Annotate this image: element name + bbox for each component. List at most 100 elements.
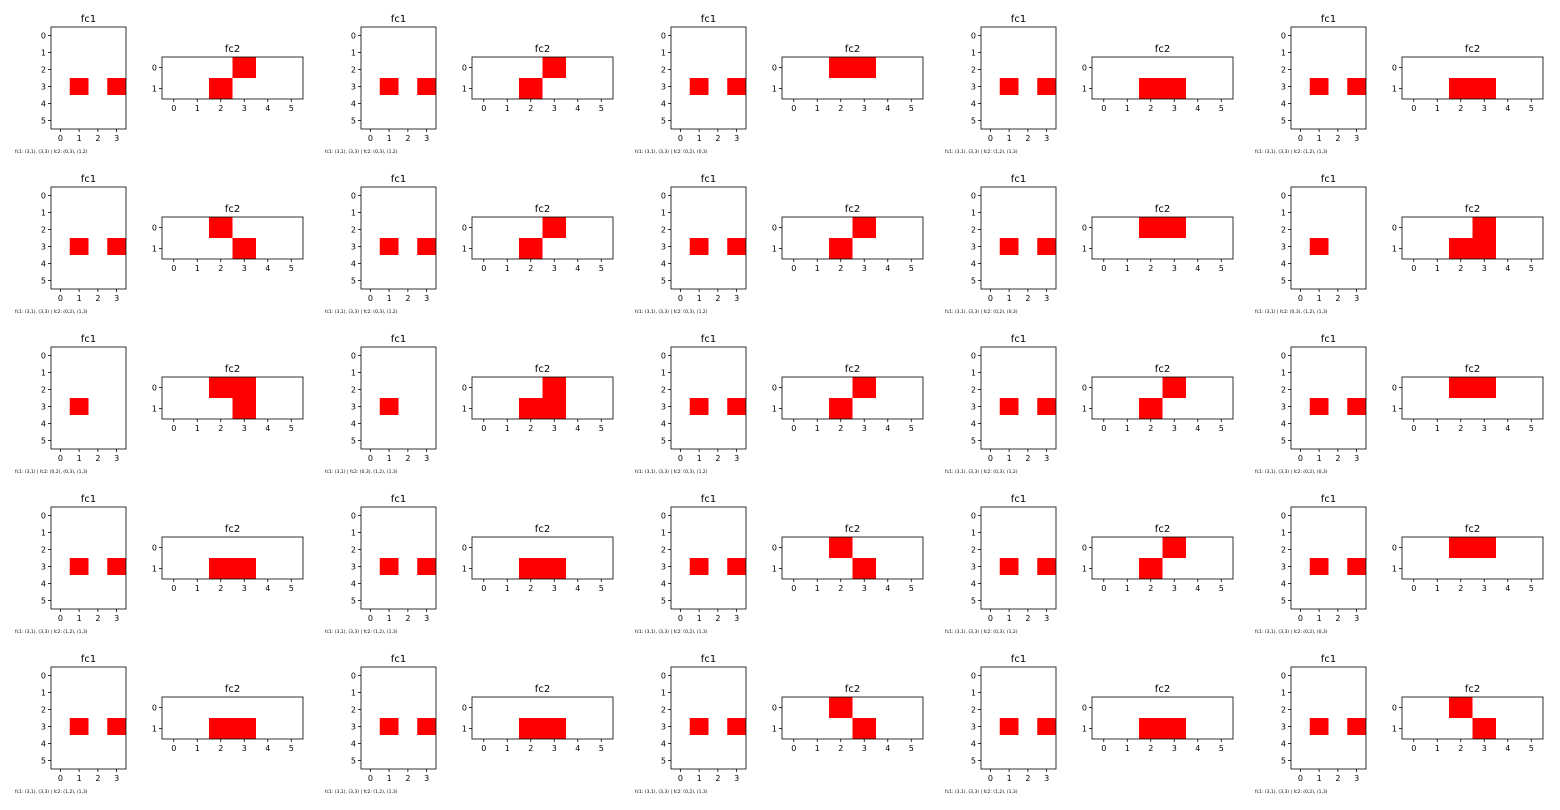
fc1-title: fc1 <box>81 654 96 665</box>
fc2-y-tick-label: 0 <box>462 224 467 233</box>
fc2-cell <box>209 377 233 398</box>
fc2-cell <box>209 217 233 238</box>
fc2-cell <box>1162 537 1186 558</box>
fc1-cell <box>379 558 399 575</box>
fc1-y-tick-label: 3 <box>1281 83 1286 92</box>
fc1-y-tick-label: 3 <box>661 723 666 732</box>
fc2-frame <box>781 536 924 580</box>
fc1-y-tick-label: 2 <box>661 226 666 235</box>
fc1-x-tick-label: 1 <box>77 614 82 623</box>
fc2-title: fc2 <box>845 364 860 375</box>
fc1-x-tick-label: 3 <box>1044 774 1049 783</box>
fc2-y-tick-label: 1 <box>462 245 467 254</box>
fc1-y-tick-label: 1 <box>351 369 356 378</box>
fc2-y-tick-label: 1 <box>152 725 157 734</box>
fc2-x-tick-label: 0 <box>481 424 486 433</box>
fc1-x-tick-label: 1 <box>1007 454 1012 463</box>
fc2-frame <box>471 56 614 100</box>
fc2-x-tick-label: 2 <box>528 424 533 433</box>
fc1-x-tick-label: 2 <box>1025 454 1030 463</box>
fc1-frame <box>50 186 127 290</box>
fc2-cell <box>542 377 566 398</box>
fc2-x-tick-label: 1 <box>505 424 510 433</box>
fc1-y-tick-label: 2 <box>661 66 666 75</box>
fc2-x-tick-label: 0 <box>1411 744 1416 753</box>
fc1-frame <box>980 346 1057 450</box>
fc2-title: fc2 <box>225 204 240 215</box>
fc2-x-tick-label: 2 <box>528 584 533 593</box>
fc2-x-tick-label: 0 <box>1101 744 1106 753</box>
fc2-x-tick-label: 5 <box>1529 264 1534 273</box>
fc2-title: fc2 <box>1155 364 1170 375</box>
fc1-cell <box>1309 558 1329 575</box>
fc2-title: fc2 <box>1155 44 1170 55</box>
fc1-y-tick-label: 0 <box>661 352 666 361</box>
panel-caption: fc1: (3,1), (3,3) | fc2: (0,2), (1,3) <box>635 789 708 795</box>
fc1-x-tick-label: 2 <box>405 294 410 303</box>
fc1-y-tick-label: 4 <box>41 100 46 109</box>
fc2-cell <box>1472 718 1496 739</box>
fc2-cell <box>1162 217 1186 238</box>
fc2-title: fc2 <box>1465 684 1480 695</box>
fc2-x-tick-label: 3 <box>862 104 867 113</box>
fc2-cell <box>1162 377 1186 398</box>
fc2-x-tick-label: 1 <box>1125 584 1130 593</box>
fc1-x-tick-label: 1 <box>387 774 392 783</box>
fc2-title: fc2 <box>1465 524 1480 535</box>
fc1-y-tick-label: 2 <box>351 386 356 395</box>
fc2-frame <box>1091 696 1234 740</box>
panel-caption: fc1: (3,1), (3,3) | fc2: (1,2), (1,3) <box>15 629 88 635</box>
fc1-frame <box>670 346 747 450</box>
panel-caption: fc1: (3,1), (3,3) | fc2: (0,3), (1,2) <box>635 309 708 315</box>
fc1-y-tick-label: 1 <box>971 529 976 538</box>
fc2-x-tick-label: 2 <box>1148 744 1153 753</box>
fc1-y-tick-label: 0 <box>971 352 976 361</box>
fc1-x-tick-label: 0 <box>988 134 993 143</box>
fc2-cell <box>232 377 256 398</box>
fc2-y-tick-label: 1 <box>1392 85 1397 94</box>
fc2-x-tick-label: 1 <box>195 104 200 113</box>
fc1-x-tick-label: 0 <box>678 614 683 623</box>
fc1-x-tick-label: 2 <box>95 614 100 623</box>
fc1-x-tick-label: 3 <box>114 774 119 783</box>
fc2-frame <box>1091 56 1234 100</box>
fc1-y-tick-label: 3 <box>1281 723 1286 732</box>
panel-caption: fc1: (3,1), (3,3) | fc2: (0,2), (0,3) <box>1255 629 1328 635</box>
fc2-cell <box>852 217 876 238</box>
fc2-x-tick-label: 2 <box>1458 264 1463 273</box>
fc1-x-tick-label: 2 <box>1025 134 1030 143</box>
fc1-y-tick-label: 2 <box>971 226 976 235</box>
fc1-y-tick-label: 0 <box>661 192 666 201</box>
fc1-y-tick-label: 5 <box>1281 757 1286 766</box>
fc1-cell <box>689 558 709 575</box>
fc1-y-tick-label: 4 <box>1281 100 1286 109</box>
fc2-x-tick-label: 4 <box>575 584 580 593</box>
fc1-x-tick-label: 0 <box>368 614 373 623</box>
fc2-x-tick-label: 3 <box>242 104 247 113</box>
fc2-y-tick-label: 0 <box>772 64 777 73</box>
fc2-x-tick-label: 3 <box>552 744 557 753</box>
fc2-x-tick-label: 3 <box>242 584 247 593</box>
fc1-title: fc1 <box>1321 654 1336 665</box>
fc1-cell <box>107 718 126 735</box>
fc1-cell <box>379 78 399 95</box>
fc2-x-tick-label: 3 <box>862 744 867 753</box>
fc1-cell <box>379 398 399 415</box>
fc1-y-tick-label: 4 <box>351 260 356 269</box>
fc1-y-tick-label: 5 <box>971 277 976 286</box>
fc1-cell <box>999 558 1019 575</box>
fc1-title: fc1 <box>81 174 96 185</box>
fc2-title: fc2 <box>535 44 550 55</box>
fc2-x-tick-label: 1 <box>1125 424 1130 433</box>
fc2-y-tick-label: 1 <box>1392 565 1397 574</box>
fc1-y-tick-label: 4 <box>661 100 666 109</box>
fc1-x-tick-label: 3 <box>424 454 429 463</box>
fc2-frame <box>1401 216 1544 260</box>
fc2-frame <box>1091 216 1234 260</box>
fc1-y-tick-label: 0 <box>971 512 976 521</box>
fc1-y-tick-label: 5 <box>351 117 356 126</box>
fc2-frame <box>161 696 304 740</box>
fc2-x-tick-label: 2 <box>1148 424 1153 433</box>
fc1-x-tick-label: 3 <box>424 614 429 623</box>
fc2-y-tick-label: 0 <box>462 704 467 713</box>
